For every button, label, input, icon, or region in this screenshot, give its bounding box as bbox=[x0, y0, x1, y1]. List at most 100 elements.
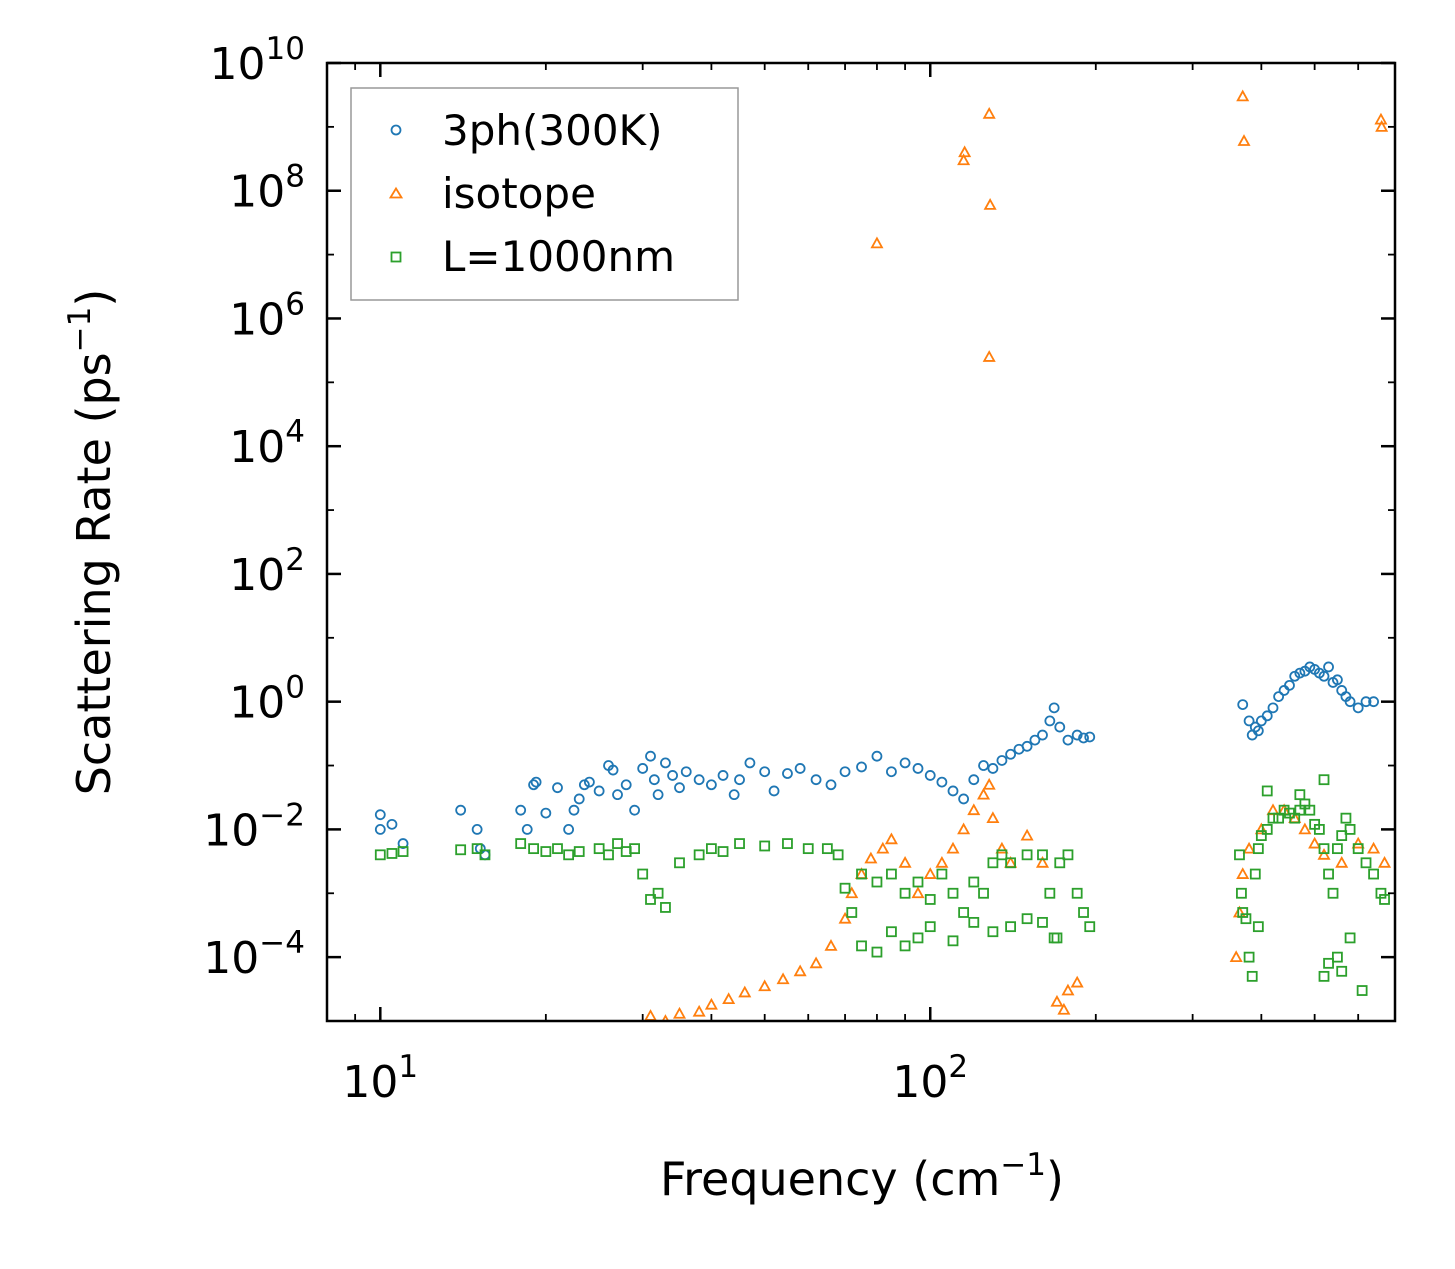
data-point-circle bbox=[680, 766, 692, 778]
data-point-triangle bbox=[1308, 836, 1322, 849]
data-point-circle bbox=[563, 824, 575, 835]
data-point-circle bbox=[1284, 679, 1295, 691]
data-point-square bbox=[386, 848, 398, 859]
data-point-circle bbox=[759, 766, 771, 778]
y-tick-label: 108 bbox=[229, 159, 305, 218]
data-point-square bbox=[1336, 830, 1348, 841]
data-point-square bbox=[1267, 812, 1279, 824]
data-point-square bbox=[1084, 921, 1096, 933]
data-point-square bbox=[1313, 824, 1325, 835]
data-point-square bbox=[996, 849, 1008, 861]
data-point-circle bbox=[705, 779, 717, 791]
data-point-square bbox=[573, 846, 585, 857]
data-point-square bbox=[1243, 951, 1255, 963]
data-point-square bbox=[1340, 812, 1352, 824]
data-point-circle bbox=[612, 789, 623, 801]
x-axis-title: Frequency (cm−1) bbox=[660, 1147, 1064, 1206]
data-point-square bbox=[1323, 957, 1334, 969]
y-tick-label: 10−2 bbox=[203, 797, 305, 856]
data-point-circle bbox=[1078, 732, 1089, 744]
data-point-circle bbox=[912, 763, 924, 774]
data-point-square bbox=[1252, 921, 1264, 933]
data-point-circle bbox=[717, 770, 729, 781]
data-point-square bbox=[1344, 932, 1356, 944]
data-point-triangle bbox=[793, 964, 807, 977]
legend: 3ph(300K) isotope L=1000nm bbox=[350, 87, 739, 301]
data-point-triangle bbox=[809, 956, 823, 969]
data-point-triangle bbox=[935, 855, 949, 868]
data-point-triangle bbox=[704, 997, 718, 1010]
data-point-square bbox=[1261, 785, 1273, 797]
data-point-square bbox=[846, 907, 858, 918]
data-point-square bbox=[455, 844, 467, 856]
data-point-circle bbox=[660, 757, 671, 769]
data-point-circle bbox=[374, 809, 386, 821]
data-point-circle bbox=[1054, 721, 1066, 733]
data-point-square bbox=[397, 846, 409, 857]
data-point-triangle bbox=[692, 1004, 706, 1017]
data-point-square bbox=[1375, 887, 1387, 899]
data-point-triangle bbox=[1237, 134, 1251, 146]
data-point-circle bbox=[540, 807, 552, 819]
data-point-circle bbox=[471, 824, 483, 835]
data-point-square bbox=[782, 838, 793, 849]
data-point-triangle bbox=[1375, 120, 1389, 132]
data-point-triangle bbox=[876, 841, 890, 854]
data-point-square bbox=[1379, 894, 1390, 905]
data-point-triangle bbox=[672, 1006, 687, 1019]
data-point-triangle bbox=[957, 153, 971, 166]
data-point-square bbox=[886, 868, 897, 880]
data-point-square bbox=[987, 857, 999, 869]
data-point-square bbox=[1240, 913, 1252, 925]
data-point-circle bbox=[810, 774, 822, 786]
data-point-square bbox=[645, 894, 656, 905]
data-point-square bbox=[912, 932, 924, 944]
x-tick-label: 101 bbox=[342, 1049, 418, 1108]
data-point-square bbox=[652, 887, 664, 899]
data-point-square bbox=[1071, 887, 1083, 899]
data-point-square bbox=[479, 849, 491, 861]
data-point-circle bbox=[856, 761, 867, 773]
data-point-square bbox=[1344, 824, 1356, 835]
data-point-square bbox=[1246, 970, 1258, 982]
legend-label-3ph: 3ph(300K) bbox=[442, 106, 662, 155]
data-point-square bbox=[528, 843, 539, 855]
data-point-triangle bbox=[1254, 822, 1268, 835]
data-point-square bbox=[924, 894, 936, 905]
data-point-circle bbox=[1048, 702, 1060, 714]
data-point-square bbox=[912, 876, 924, 888]
data-point-triangle bbox=[986, 811, 1000, 824]
data-point-circle bbox=[530, 776, 542, 788]
data-point-circle bbox=[620, 779, 632, 791]
data-point-circle bbox=[886, 766, 897, 778]
y-tick-label: 10−4 bbox=[203, 925, 305, 984]
data-point-square bbox=[899, 887, 911, 899]
data-point-circle bbox=[693, 774, 705, 786]
data-point-square bbox=[1078, 907, 1089, 918]
data-point-square bbox=[936, 868, 948, 880]
data-point-square bbox=[886, 926, 897, 938]
y-tick-label: 106 bbox=[229, 286, 305, 345]
data-point-triangle bbox=[982, 777, 996, 790]
data-point-triangle bbox=[1242, 841, 1256, 854]
data-point-square bbox=[552, 843, 563, 855]
data-point-circle bbox=[839, 766, 851, 778]
data-point-circle bbox=[734, 774, 745, 786]
data-point-triangle bbox=[967, 803, 981, 816]
data-point-triangle bbox=[722, 992, 736, 1005]
data-point-circle bbox=[386, 818, 398, 830]
y-tick-label: 102 bbox=[229, 542, 305, 601]
data-point-triangle bbox=[977, 787, 991, 800]
data-point-square bbox=[856, 868, 867, 880]
data-point-square bbox=[978, 887, 989, 899]
data-point-square bbox=[603, 849, 614, 861]
data-point-triangle bbox=[738, 985, 752, 998]
data-point-square bbox=[924, 921, 936, 933]
data-point-square bbox=[1294, 789, 1306, 801]
data-point-circle bbox=[637, 763, 649, 774]
data-point-circle bbox=[936, 776, 948, 788]
data-point-square bbox=[1234, 849, 1245, 861]
data-point-square bbox=[1318, 970, 1330, 982]
data-point-square bbox=[1273, 812, 1285, 824]
